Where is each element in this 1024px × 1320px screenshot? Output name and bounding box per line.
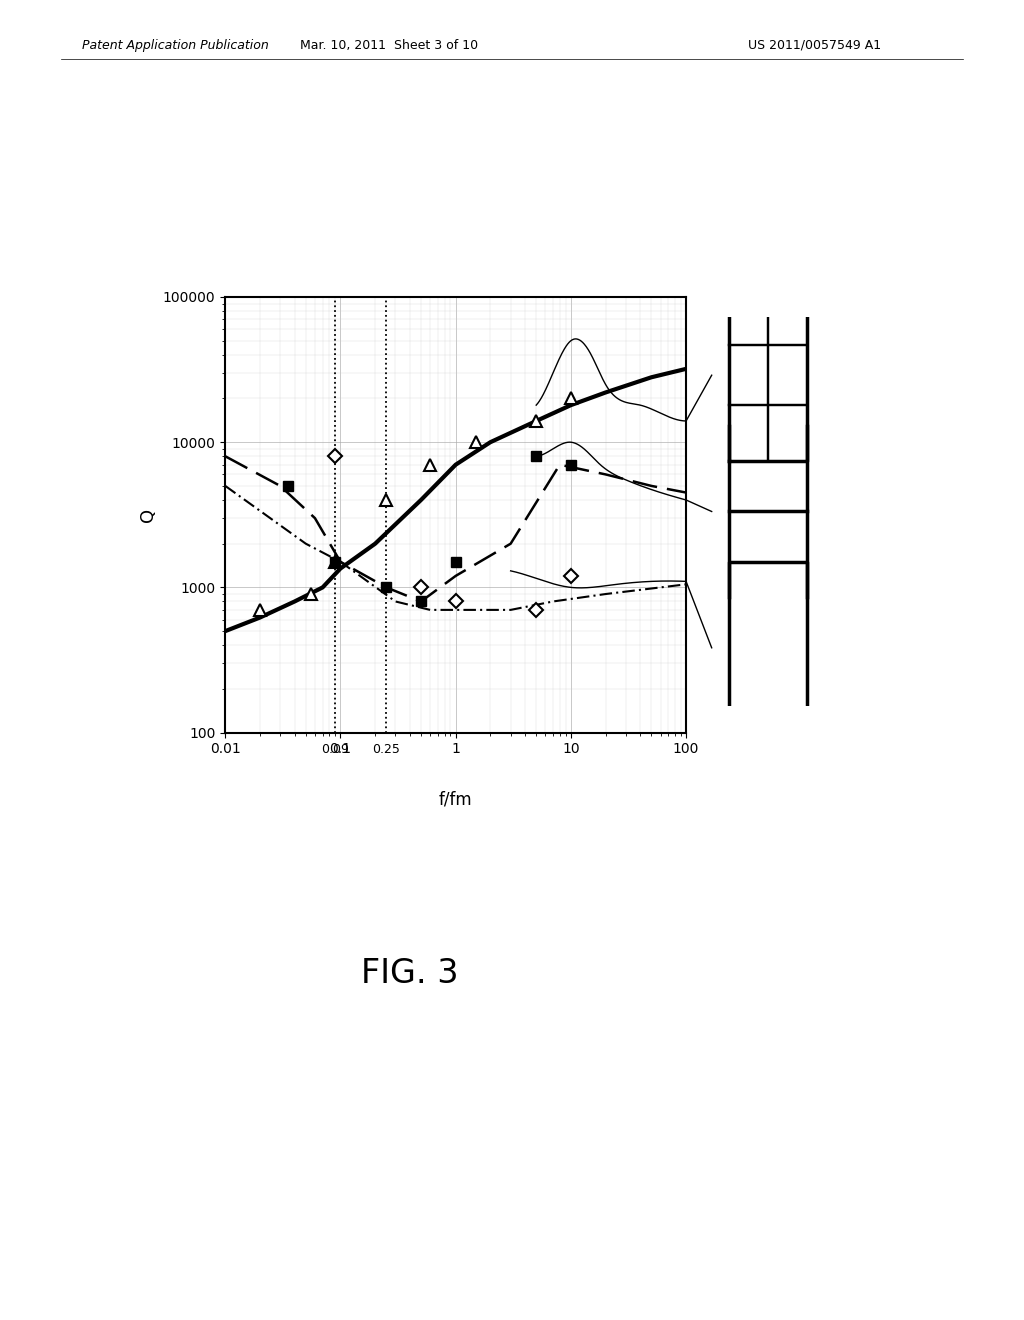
Text: 0.09: 0.09	[322, 743, 349, 756]
Y-axis label: Q: Q	[139, 508, 158, 521]
Text: 0.25: 0.25	[373, 743, 400, 756]
Text: US 2011/0057549 A1: US 2011/0057549 A1	[748, 38, 881, 51]
Text: f/fm: f/fm	[439, 791, 472, 808]
Text: Patent Application Publication: Patent Application Publication	[82, 38, 268, 51]
Text: Mar. 10, 2011  Sheet 3 of 10: Mar. 10, 2011 Sheet 3 of 10	[300, 38, 478, 51]
Text: FIG. 3: FIG. 3	[360, 957, 459, 990]
